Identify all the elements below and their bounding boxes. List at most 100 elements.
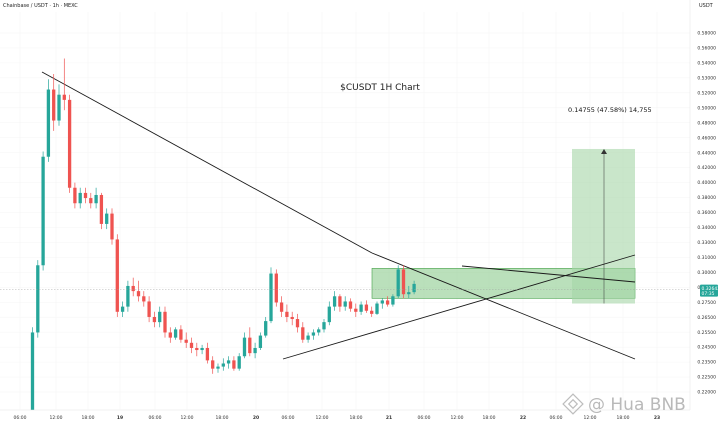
candle[interactable] xyxy=(126,280,130,312)
candle[interactable] xyxy=(94,187,98,209)
candle[interactable] xyxy=(391,294,395,307)
candle[interactable] xyxy=(200,344,204,355)
candle[interactable] xyxy=(99,192,104,230)
candle[interactable] xyxy=(248,327,252,357)
candle[interactable] xyxy=(131,277,135,297)
candle[interactable] xyxy=(311,329,316,340)
watermark-text: @ Hua BNB xyxy=(588,395,686,415)
candle[interactable] xyxy=(73,182,77,209)
candle[interactable] xyxy=(237,353,241,371)
candle[interactable] xyxy=(380,298,384,309)
candle-body xyxy=(221,363,225,367)
candle[interactable] xyxy=(226,356,231,369)
candle[interactable] xyxy=(348,298,353,312)
candle[interactable] xyxy=(385,296,390,307)
candle[interactable] xyxy=(57,84,61,126)
candle[interactable] xyxy=(401,265,406,299)
candle[interactable] xyxy=(62,58,66,111)
candle[interactable] xyxy=(317,327,321,336)
candle[interactable] xyxy=(83,187,88,204)
candle[interactable] xyxy=(173,327,178,340)
candle[interactable] xyxy=(274,269,278,307)
candle-body xyxy=(401,269,406,295)
candle[interactable] xyxy=(158,306,162,328)
candle[interactable] xyxy=(396,265,400,299)
candle-body xyxy=(189,342,194,348)
candle[interactable] xyxy=(264,316,268,338)
candle[interactable] xyxy=(301,322,305,343)
candle-body xyxy=(168,332,172,338)
candle[interactable] xyxy=(412,280,416,295)
candle[interactable] xyxy=(110,208,114,245)
candle[interactable] xyxy=(306,332,310,343)
candle[interactable] xyxy=(216,363,220,373)
candle-body xyxy=(179,329,183,340)
candle[interactable] xyxy=(179,325,183,343)
candle[interactable] xyxy=(120,301,125,317)
candle-body xyxy=(354,308,358,312)
candle[interactable] xyxy=(168,327,172,343)
candle[interactable] xyxy=(332,291,337,311)
candle[interactable] xyxy=(142,291,146,307)
candle[interactable] xyxy=(253,342,257,359)
trendline[interactable] xyxy=(282,254,636,360)
candle[interactable] xyxy=(359,301,363,315)
candles[interactable] xyxy=(30,58,416,421)
candle[interactable] xyxy=(52,74,56,131)
candle[interactable] xyxy=(290,311,294,326)
candle[interactable] xyxy=(115,234,119,317)
trendline[interactable] xyxy=(41,71,373,254)
trendlines xyxy=(41,71,636,360)
candle[interactable] xyxy=(205,342,210,364)
candle[interactable] xyxy=(221,358,225,371)
candle[interactable] xyxy=(258,332,263,351)
candle[interactable] xyxy=(364,300,369,313)
candle-body xyxy=(99,194,104,224)
candle-body xyxy=(290,316,294,320)
y-tick-label: 0.34000 xyxy=(697,225,716,231)
candle[interactable] xyxy=(78,187,82,209)
x-tick-label: 18:00 xyxy=(483,415,496,421)
candle[interactable] xyxy=(147,296,151,323)
candle[interactable] xyxy=(36,260,40,338)
candle[interactable] xyxy=(41,151,45,271)
y-tick-label: 0.33000 xyxy=(697,240,716,246)
candle[interactable] xyxy=(189,337,194,354)
candle[interactable] xyxy=(375,301,379,315)
candle[interactable] xyxy=(211,356,215,374)
candle[interactable] xyxy=(184,332,188,348)
candle[interactable] xyxy=(163,306,167,338)
candle[interactable] xyxy=(338,294,342,312)
candle-body xyxy=(407,292,411,295)
candle[interactable] xyxy=(327,301,331,326)
trendline[interactable] xyxy=(461,265,636,283)
trendline[interactable] xyxy=(371,252,636,360)
candle[interactable] xyxy=(30,327,35,421)
y-axis: 0.58000 0.56000 0.54000 0.53000 0.52000 0.500… xyxy=(697,31,716,396)
candle[interactable] xyxy=(295,313,300,333)
candle-body xyxy=(242,337,247,357)
candle[interactable] xyxy=(354,303,358,317)
candle[interactable] xyxy=(343,296,347,311)
candle[interactable] xyxy=(152,311,157,328)
x-tick-label: 06:00 xyxy=(418,415,431,421)
candle-body xyxy=(338,296,342,307)
y-tick-label: 0.38000 xyxy=(697,195,716,201)
candle[interactable] xyxy=(136,280,141,302)
candle[interactable] xyxy=(195,342,199,357)
candle[interactable] xyxy=(46,79,51,162)
candle[interactable] xyxy=(269,267,273,324)
candle[interactable] xyxy=(242,332,247,359)
candle[interactable] xyxy=(67,94,72,193)
candle[interactable] xyxy=(407,285,411,299)
candle-body xyxy=(306,335,310,340)
candle[interactable] xyxy=(232,356,236,371)
candle[interactable] xyxy=(285,304,289,323)
candle[interactable] xyxy=(370,306,374,317)
candle[interactable] xyxy=(279,296,284,317)
candle[interactable] xyxy=(322,319,326,333)
y-tick-label: 0.27500 xyxy=(697,300,716,306)
candle[interactable] xyxy=(89,192,93,209)
candle[interactable] xyxy=(105,208,109,230)
